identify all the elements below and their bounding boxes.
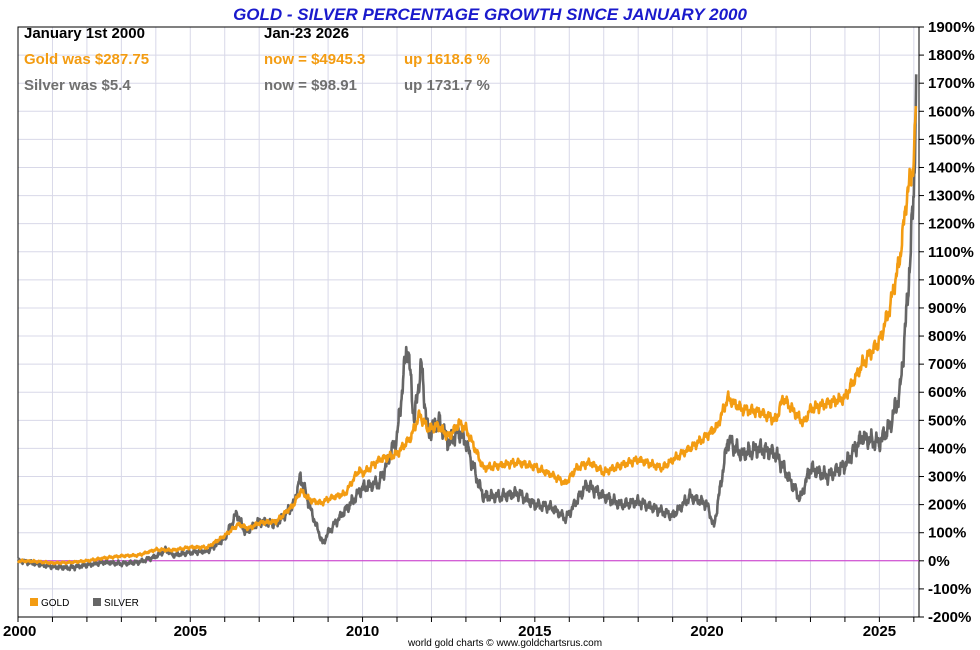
series-layer <box>16 74 918 572</box>
x-tick-label: 2005 <box>174 623 207 640</box>
header-gold-start: Gold was $287.75 <box>24 51 149 68</box>
header-silver-start: Silver was $5.4 <box>24 77 131 94</box>
y-tick-label: 400% <box>928 440 966 457</box>
y-axis-ticks: 1900% 1800% 1700% 1600% 1500% 1400% 1300% 1200%… <box>919 19 975 626</box>
y-tick-label: 1400% <box>928 159 975 176</box>
y-tick-label: 1900% <box>928 19 975 36</box>
y-tick-label: -200% <box>928 609 971 626</box>
y-tick-label: -100% <box>928 581 971 598</box>
gold-series-line <box>16 106 918 566</box>
x-tick-label: 2025 <box>863 623 896 640</box>
x-tick-label: 2000 <box>3 623 36 640</box>
y-tick-label: 200% <box>928 497 966 514</box>
y-tick-label: 1800% <box>928 47 975 64</box>
header-gold-now: now = $4945.3 <box>264 51 365 68</box>
legend-silver-swatch <box>93 598 101 606</box>
y-tick-label: 300% <box>928 469 966 486</box>
y-tick-label: 1000% <box>928 272 975 289</box>
header-end-label: Jan-23 2026 <box>264 25 349 42</box>
legend: GOLD SILVER <box>30 598 139 609</box>
x-tick-label: 2010 <box>346 623 379 640</box>
y-tick-label: 100% <box>928 525 966 542</box>
plot-frame <box>17 26 920 618</box>
y-tick-label: 800% <box>928 328 966 345</box>
header-silver-up: up 1731.7 % <box>404 77 490 94</box>
legend-gold-label: GOLD <box>41 598 69 609</box>
y-tick-label: 900% <box>928 300 966 317</box>
y-tick-label: 1100% <box>928 244 974 261</box>
y-tick-label: 1200% <box>928 216 975 233</box>
legend-gold-swatch <box>30 598 38 606</box>
header-gold-up: up 1618.6 % <box>404 51 490 68</box>
x-tick-label: 2020 <box>690 623 723 640</box>
y-tick-label: 1600% <box>928 103 975 120</box>
chart-title: GOLD - SILVER PERCENTAGE GROWTH SINCE JA… <box>233 5 747 24</box>
y-tick-label: 0% <box>928 553 950 570</box>
y-tick-label: 1300% <box>928 188 975 205</box>
y-tick-label: 600% <box>928 384 966 401</box>
y-tick-label: 700% <box>928 356 966 373</box>
legend-silver-label: SILVER <box>104 598 139 609</box>
y-tick-label: 1700% <box>928 75 975 92</box>
y-tick-label: 1500% <box>928 131 975 148</box>
credit-text: world gold charts © www.goldchartsrus.co… <box>407 638 602 649</box>
x-tick-label: 2015 <box>518 623 551 640</box>
x-axis-ticks: 2000 2005 2010 2015 2020 2025 <box>3 617 915 640</box>
header-silver-now: now = $98.91 <box>264 77 357 94</box>
header-start-label: January 1st 2000 <box>24 25 145 42</box>
y-tick-label: 500% <box>928 412 966 429</box>
